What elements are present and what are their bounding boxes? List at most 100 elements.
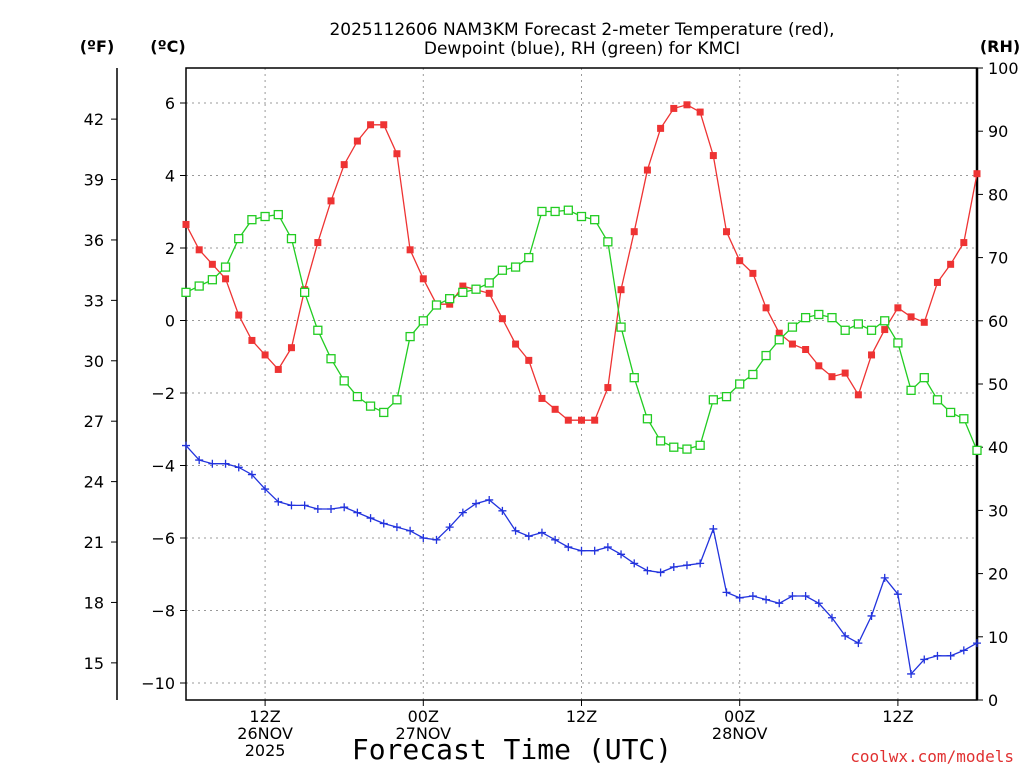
temperature-point bbox=[920, 318, 928, 326]
temperature-point bbox=[630, 228, 638, 236]
dewpoint-point bbox=[893, 590, 902, 599]
rh-point bbox=[603, 237, 613, 247]
temperature-point bbox=[446, 300, 454, 308]
dewpoint-point bbox=[880, 573, 889, 582]
dewpoint-point bbox=[524, 532, 533, 541]
temperature-point bbox=[274, 365, 282, 373]
dewpoint-point bbox=[234, 463, 243, 472]
rh-point bbox=[959, 414, 969, 424]
celsius-unit-label: (ºC) bbox=[150, 37, 185, 56]
dewpoint-point bbox=[537, 528, 546, 537]
temperature-point bbox=[854, 391, 862, 399]
temperature-point bbox=[393, 150, 401, 158]
dewpoint-point bbox=[261, 485, 270, 494]
temperature-point bbox=[617, 286, 625, 294]
temperature-point bbox=[881, 326, 889, 334]
temperature-point bbox=[933, 278, 941, 286]
source-credit: coolwx.com/models bbox=[850, 747, 1014, 766]
temperature-point bbox=[512, 340, 520, 348]
dewpoint-point bbox=[551, 535, 560, 544]
temperature-point bbox=[894, 304, 902, 312]
rh-point bbox=[497, 265, 508, 275]
celsius-tick-label: 4 bbox=[165, 167, 175, 186]
rh-point bbox=[735, 379, 745, 389]
rh-point bbox=[972, 445, 982, 456]
dewpoint-point bbox=[564, 543, 573, 552]
rh-point bbox=[761, 350, 771, 361]
rh-point bbox=[418, 316, 428, 326]
celsius-tick-label: −6 bbox=[151, 529, 175, 548]
dewpoint-point bbox=[656, 568, 665, 577]
dewpoint-point bbox=[841, 631, 850, 640]
celsius-tick-label: −10 bbox=[141, 674, 175, 693]
dewpoint-point bbox=[696, 559, 705, 568]
rh-tick-label: 30 bbox=[988, 501, 1008, 520]
dewpoint-point bbox=[247, 470, 256, 479]
rh-tick-label: 80 bbox=[988, 185, 1008, 204]
rh-point bbox=[207, 275, 218, 285]
rh-point bbox=[550, 206, 560, 217]
rh-point bbox=[880, 316, 890, 326]
chart-grid bbox=[186, 68, 977, 700]
rh-point bbox=[853, 319, 863, 329]
chart-title-line1: 2025112606 NAM3KM Forecast 2-meter Tempe… bbox=[329, 20, 834, 40]
rh-point bbox=[352, 391, 363, 402]
rh-point bbox=[787, 322, 798, 332]
rh-point bbox=[682, 444, 692, 454]
x-axis-label: Forecast Time (UTC) bbox=[352, 733, 672, 766]
temperature-point bbox=[367, 121, 375, 129]
temperature-point bbox=[287, 344, 295, 352]
dewpoint-point bbox=[788, 592, 797, 600]
rh-point bbox=[365, 401, 376, 411]
temperature-point bbox=[578, 416, 585, 424]
time-tick-label: 12Z bbox=[882, 707, 913, 726]
rh-point bbox=[642, 414, 653, 424]
rh-tick-label: 20 bbox=[988, 565, 1008, 584]
rh-point bbox=[563, 205, 573, 215]
celsius-tick-label: −4 bbox=[151, 457, 175, 476]
temperature-point bbox=[788, 340, 796, 348]
dewpoint-point bbox=[313, 505, 322, 513]
temperature-point bbox=[498, 315, 506, 323]
fahrenheit-tick-label: 21 bbox=[84, 533, 104, 552]
dewpoint-point bbox=[748, 592, 757, 600]
dewpoint-point bbox=[762, 595, 771, 604]
temperature-point bbox=[960, 239, 968, 247]
rh-point bbox=[840, 325, 850, 335]
celsius-tick-label: −2 bbox=[151, 384, 175, 403]
fahrenheit-tick-label: 33 bbox=[84, 291, 104, 310]
dewpoint-point bbox=[669, 563, 678, 571]
dewpoint-point bbox=[590, 546, 599, 555]
chart-title-line2: Dewpoint (blue), RH (green) for KMCI bbox=[424, 39, 740, 59]
temperature-point bbox=[538, 394, 546, 402]
temperature-point bbox=[591, 416, 599, 424]
dewpoint-point bbox=[511, 526, 520, 535]
rh-point bbox=[695, 440, 705, 450]
temperature-point bbox=[314, 239, 322, 247]
rh-tick-label: 0 bbox=[988, 691, 998, 710]
dewpoint-point bbox=[722, 588, 731, 597]
rh-point bbox=[721, 391, 732, 402]
time-tick-label: 00Z bbox=[724, 707, 755, 726]
temperature-point bbox=[973, 170, 981, 178]
temperature-point bbox=[802, 346, 810, 353]
time-tick-label: 26NOV bbox=[237, 724, 293, 743]
dewpoint-point bbox=[630, 559, 639, 568]
series-layer bbox=[181, 101, 982, 678]
dewpoint-point bbox=[485, 495, 494, 504]
dewpoint-point bbox=[274, 497, 283, 506]
dewpoint-point bbox=[221, 459, 230, 468]
rh-point bbox=[866, 325, 877, 335]
dewpoint-point bbox=[814, 599, 823, 608]
dewpoint-point bbox=[920, 655, 929, 664]
temperature-point bbox=[208, 260, 216, 268]
temperature-point bbox=[340, 161, 348, 169]
temperature-point bbox=[222, 275, 230, 283]
rh-point bbox=[471, 284, 481, 294]
rh-tick-label: 100 bbox=[988, 59, 1019, 78]
dewpoint-point bbox=[419, 534, 428, 542]
time-tick-label: 28NOV bbox=[712, 724, 768, 743]
temperature-point bbox=[828, 373, 836, 381]
